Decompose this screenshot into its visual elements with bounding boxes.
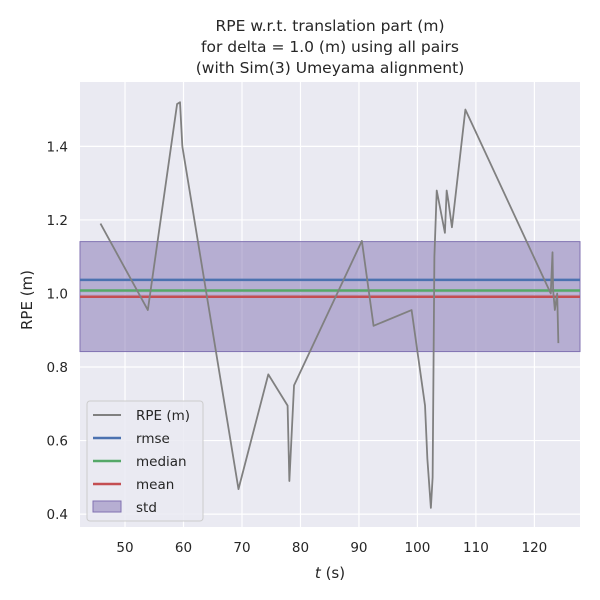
- y-tick-label: 1.2: [47, 213, 68, 229]
- stat-lines-layer: [80, 278, 580, 299]
- chart-title-line-1: RPE w.r.t. translation part (m): [215, 17, 444, 35]
- legend-label-median: median: [136, 454, 187, 470]
- legend-label-mean: mean: [136, 477, 174, 493]
- y-tick-label: 0.8: [47, 360, 68, 376]
- legend-label-std: std: [136, 500, 157, 516]
- legend-swatch-std: [92, 500, 122, 513]
- x-tick-label: 100: [405, 540, 431, 556]
- x-tick-label: 80: [292, 540, 309, 556]
- y-tick-label: 0.4: [47, 507, 68, 523]
- y-tick-labels: 0.4 0.6 0.8 1.0 1.2 1.4: [47, 139, 68, 523]
- legend-label-rmse: rmse: [136, 431, 170, 447]
- y-axis-label: RPE (m): [18, 270, 36, 330]
- chart-title-line-3: (with Sim(3) Umeyama alignment): [196, 59, 465, 77]
- series-layer: [99, 101, 560, 509]
- x-tick-labels: 50 60 70 80 90 100 110 120: [116, 540, 547, 556]
- x-tick-label: 70: [233, 540, 250, 556]
- x-axis-label-variable: t: [315, 564, 322, 582]
- y-tick-label: 1.0: [47, 286, 68, 302]
- y-tick-label: 1.4: [47, 139, 68, 155]
- x-tick-label: 120: [521, 540, 547, 556]
- y-tick-label: 0.6: [47, 434, 68, 450]
- legend-label-rpe: RPE (m): [136, 408, 190, 424]
- x-axis-label-unit: (s): [321, 564, 345, 582]
- x-tick-label: 60: [175, 540, 192, 556]
- x-tick-label: 110: [463, 540, 489, 556]
- rpe-series-line: [99, 101, 560, 509]
- x-axis-label: t (s): [315, 564, 345, 582]
- x-tick-label: 50: [116, 540, 133, 556]
- legend: RPE (m) rmse median mean std: [86, 400, 204, 522]
- legend-box: [86, 400, 204, 522]
- x-tick-label: 90: [350, 540, 367, 556]
- chart-title-line-2: for delta = 1.0 (m) using all pairs: [201, 38, 459, 56]
